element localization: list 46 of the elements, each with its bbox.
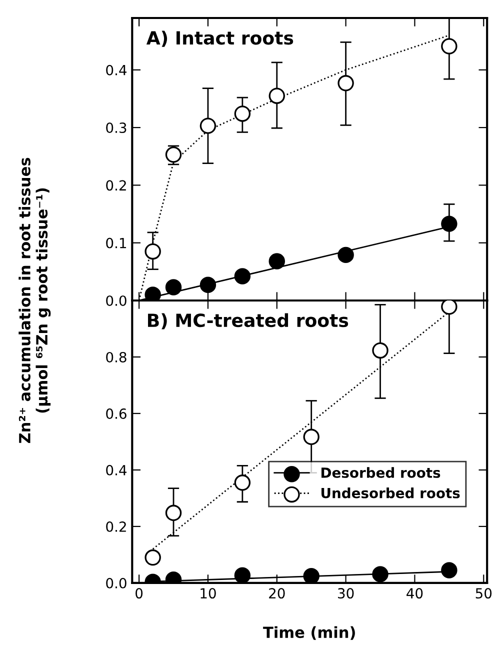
y-tick-label: 0.8 — [106, 352, 126, 362]
x-tick-label: 20 — [269, 588, 285, 599]
point — [372, 342, 388, 359]
y-tick-label: 0.2 — [106, 180, 126, 191]
text: B) MC-treated roots — [148, 313, 348, 330]
point — [441, 216, 458, 232]
point — [144, 286, 161, 300]
x-axis-title: Time (min) — [263, 626, 355, 640]
point — [200, 276, 216, 294]
x-tick-label: 10 — [200, 588, 216, 599]
y-tick-label: 0.6 — [106, 408, 126, 419]
point — [144, 549, 161, 566]
y-tick-label: 0.1 — [106, 238, 126, 248]
x-tick-label: 30 — [338, 588, 354, 599]
y-tick-label: 0.4 — [106, 64, 127, 76]
point — [441, 562, 458, 578]
text: A) Intact roots — [146, 30, 294, 47]
point — [165, 146, 182, 163]
x-tick-label: 50 — [476, 588, 492, 599]
y-tick-label: 0.0 — [106, 578, 126, 588]
x-tick-label: 0 — [136, 588, 143, 599]
point — [200, 118, 216, 134]
y-axis-title: Zn²⁺ accumulation in root tissues (µmol ⁶⁵Zn g root tissue⁻¹) — [18, 158, 51, 444]
point — [165, 504, 182, 522]
point — [268, 88, 286, 104]
y-tick-label: 0.0 — [106, 295, 126, 306]
point — [372, 566, 388, 582]
point — [165, 279, 182, 296]
y-tick-label: 0.4 — [106, 464, 127, 476]
point — [268, 253, 286, 270]
point — [441, 38, 458, 54]
point — [303, 568, 320, 583]
legend-label: Undesorbed roots — [322, 488, 460, 498]
point — [303, 428, 320, 446]
point — [144, 243, 161, 260]
point — [338, 75, 354, 92]
x-tick-label: 40 — [406, 588, 423, 599]
point — [441, 300, 458, 315]
point — [338, 246, 354, 264]
y-tick-label: 0.3 — [106, 122, 126, 134]
point — [234, 106, 251, 122]
point — [234, 268, 251, 284]
y-tick-label: 0.2 — [106, 521, 126, 532]
point — [234, 474, 251, 491]
point — [234, 567, 251, 583]
legend-label: Desorbed roots — [322, 467, 440, 478]
